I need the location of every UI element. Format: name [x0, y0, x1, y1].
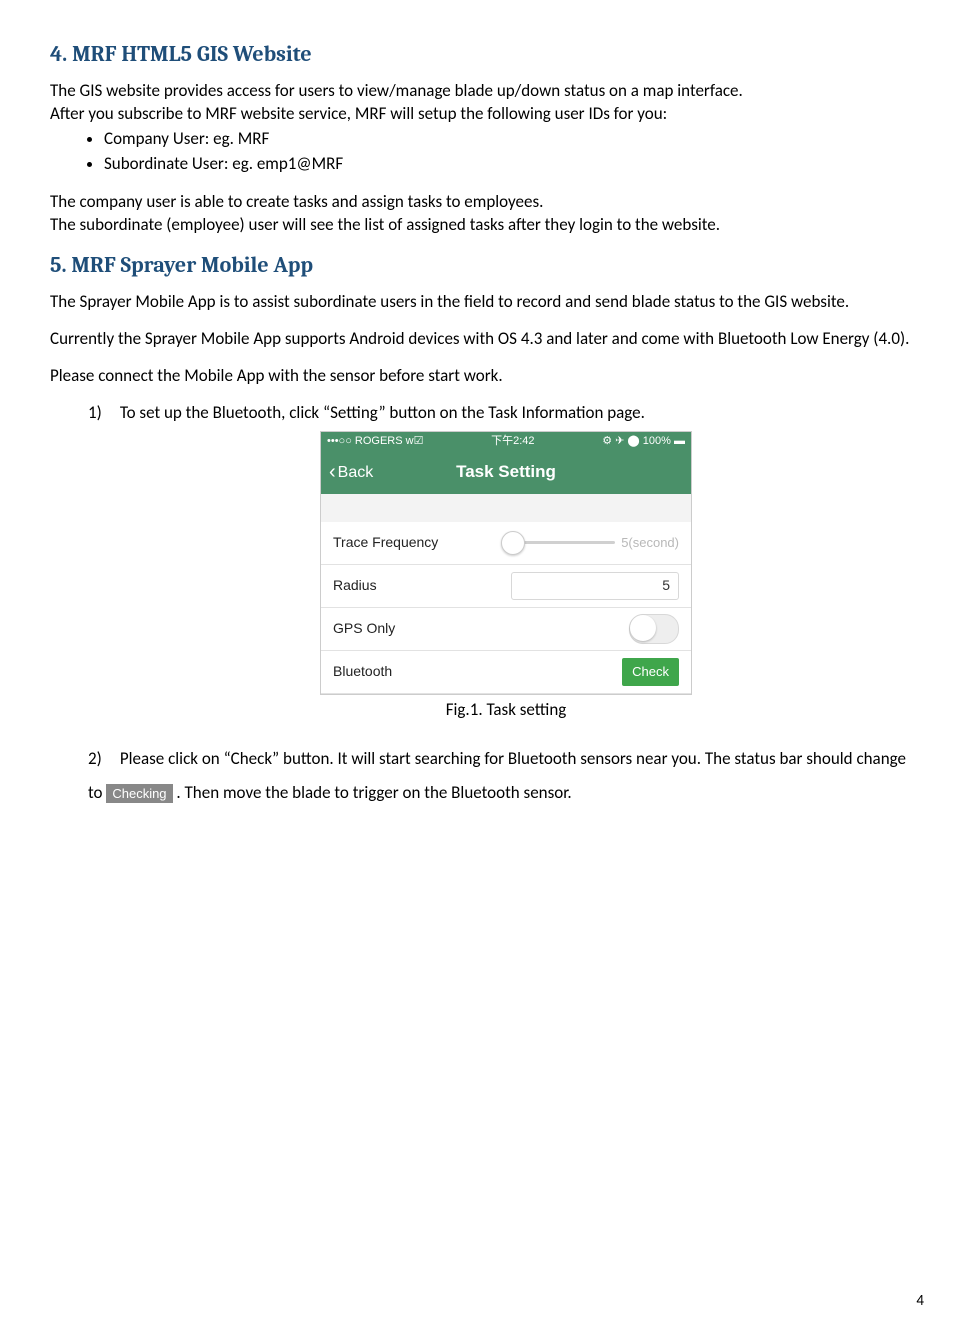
- trace-frequency-label: Trace Frequency: [333, 533, 438, 552]
- trace-frequency-slider[interactable]: 5(second): [505, 534, 679, 552]
- row-trace-frequency: Trace Frequency 5(second): [321, 522, 691, 565]
- section4-para1-line2: After you subscribe to MRF website servi…: [50, 103, 924, 126]
- radius-input[interactable]: 5: [511, 572, 679, 600]
- radius-label: Radius: [333, 576, 377, 595]
- checking-status-chip: Checking: [106, 784, 172, 803]
- section5-para3: Please connect the Mobile App with the s…: [50, 365, 924, 388]
- back-label: Back: [338, 462, 374, 484]
- nav-title: Task Setting: [321, 461, 691, 484]
- phone-status-bar: •••○○ ROGERS ᴡ☑ 下午2:42 ⚙ ✈ ⬤ 100% ▬: [321, 432, 691, 452]
- section-5-heading: 5. MRF Sprayer Mobile App: [50, 251, 924, 281]
- phone-nav-bar: ‹ Back Task Setting: [321, 452, 691, 494]
- row-gps-only: GPS Only: [321, 608, 691, 651]
- check-button[interactable]: Check: [622, 658, 679, 686]
- bluetooth-label: Bluetooth: [333, 662, 392, 681]
- status-battery: ⚙ ✈ ⬤ 100% ▬: [602, 434, 685, 449]
- step-1: 1) To set up the Bluetooth, click “Setti…: [88, 402, 924, 722]
- figure-1-phone-screenshot: •••○○ ROGERS ᴡ☑ 下午2:42 ⚙ ✈ ⬤ 100% ▬ ‹ Ba…: [320, 431, 692, 695]
- row-bluetooth: Bluetooth Check: [321, 651, 691, 694]
- gps-only-label: GPS Only: [333, 619, 395, 638]
- status-carrier: •••○○ ROGERS ᴡ☑: [327, 434, 423, 449]
- gps-only-toggle[interactable]: [629, 614, 679, 644]
- section5-para2: Currently the Sprayer Mobile App support…: [50, 328, 924, 351]
- step-1-text: To set up the Bluetooth, click “Setting”…: [120, 402, 645, 423]
- slider-thumb[interactable]: [501, 531, 525, 555]
- section4-para2-line2: The subordinate (employee) user will see…: [50, 214, 924, 237]
- step-2: 2) Please click on “Check” button. It wi…: [88, 742, 924, 810]
- section5-para1: The Sprayer Mobile App is to assist subo…: [50, 291, 924, 314]
- section4-para2-line1: The company user is able to create tasks…: [50, 191, 924, 214]
- status-time: 下午2:42: [491, 434, 534, 449]
- row-radius: Radius 5: [321, 565, 691, 608]
- page-number: 4: [916, 1291, 924, 1311]
- section4-para1-line1: The GIS website provides access for user…: [50, 80, 924, 103]
- bullet-subordinate-user: Subordinate User: eg. emp1@MRF: [104, 153, 924, 176]
- section-4-heading: 4. MRF HTML5 GIS Website: [50, 40, 924, 70]
- section4-bullet-list: Company User: eg. MRF Subordinate User: …: [50, 128, 924, 176]
- step-1-number: 1): [88, 402, 116, 425]
- chevron-left-icon: ‹: [329, 459, 336, 486]
- back-button[interactable]: ‹ Back: [329, 459, 373, 486]
- step-2-text-b: . Then move the blade to trigger on the …: [176, 782, 571, 803]
- bullet-company-user: Company User: eg. MRF: [104, 128, 924, 151]
- trace-frequency-value: 5(second): [621, 534, 679, 552]
- figure-1-caption: Fig.1. Task setting: [88, 699, 924, 722]
- step-2-number: 2): [88, 742, 116, 776]
